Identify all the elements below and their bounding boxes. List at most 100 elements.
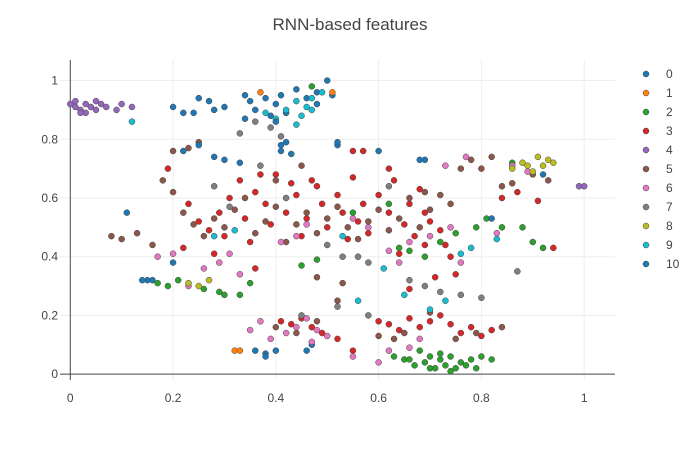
data-point (293, 329, 300, 337)
data-point (416, 185, 423, 193)
data-point (262, 94, 269, 102)
legend-item-6[interactable]: 6 (642, 181, 673, 195)
data-point (421, 188, 429, 196)
legend[interactable]: 0 1 2 3 4 5 6 7 8 9 10 (642, 67, 680, 271)
data-point (267, 112, 274, 120)
legend-item-9[interactable]: 9 (642, 238, 673, 252)
data-point (288, 150, 295, 158)
data-point (580, 182, 588, 190)
legend-item-10[interactable]: 10 (642, 257, 680, 271)
legend-marker (642, 127, 650, 135)
data-point (478, 165, 485, 172)
legend-item-2[interactable]: 2 (642, 105, 673, 119)
data-point (488, 153, 495, 161)
data-point (252, 347, 259, 354)
data-point (519, 224, 526, 231)
data-point (293, 323, 300, 331)
legend-marker (642, 260, 650, 268)
series-1 (231, 89, 336, 354)
data-point (323, 224, 331, 231)
data-point (169, 188, 177, 196)
y-tick-label: 0 (51, 367, 58, 381)
data-point (339, 279, 346, 287)
data-point (488, 326, 495, 334)
legend-label: 0 (666, 67, 673, 81)
legend-item-0[interactable]: 0 (642, 67, 673, 81)
legend-item-3[interactable]: 3 (642, 124, 673, 138)
data-point (262, 109, 269, 117)
data-point (447, 253, 454, 260)
data-point (205, 227, 213, 234)
data-point (406, 285, 413, 293)
data-point (349, 215, 357, 222)
series-2 (154, 83, 547, 375)
data-point (426, 353, 434, 360)
data-point (174, 276, 182, 284)
data-point (303, 221, 310, 228)
data-point (457, 250, 465, 258)
y-tick-label: 0.6 (41, 191, 58, 205)
legend-item-1[interactable]: 1 (642, 86, 673, 100)
data-point (437, 238, 444, 246)
legend-item-4[interactable]: 4 (642, 143, 673, 157)
data-point (365, 229, 372, 237)
data-point (385, 209, 393, 216)
data-point (282, 209, 290, 216)
data-point (416, 156, 423, 164)
legend-item-7[interactable]: 7 (642, 200, 673, 214)
data-point (272, 203, 280, 211)
data-point (385, 165, 393, 172)
data-point (123, 209, 131, 216)
data-point (169, 103, 177, 111)
data-point (421, 282, 429, 290)
data-point (437, 350, 444, 357)
data-point (128, 118, 136, 125)
legend-item-5[interactable]: 5 (642, 162, 673, 176)
legend-label: 6 (666, 181, 673, 195)
data-point (313, 229, 321, 237)
legend-item-8[interactable]: 8 (642, 219, 673, 233)
data-point (92, 97, 100, 105)
data-point (452, 335, 459, 343)
data-point (493, 229, 501, 237)
data-point (282, 138, 290, 146)
data-point (277, 147, 285, 155)
data-point (539, 244, 547, 252)
data-point (498, 182, 506, 190)
data-point (154, 253, 161, 260)
data-point (267, 124, 274, 131)
data-point (411, 362, 418, 369)
data-point (385, 227, 393, 234)
data-point (236, 130, 244, 137)
data-point (293, 232, 300, 240)
data-point (246, 279, 254, 287)
data-point (339, 209, 346, 216)
data-point (252, 106, 259, 114)
data-point (437, 288, 444, 296)
data-point (133, 229, 141, 237)
data-point (529, 238, 537, 246)
chart-title: RNN-based features (273, 15, 428, 34)
data-point (390, 177, 398, 184)
data-point (205, 276, 213, 284)
legend-label: 4 (666, 143, 673, 157)
data-point (210, 106, 218, 114)
data-point (452, 271, 459, 278)
data-point (113, 106, 120, 114)
x-tick-label: 0.4 (267, 391, 284, 405)
data-point (195, 141, 202, 149)
data-point (365, 224, 372, 231)
legend-marker (642, 89, 650, 97)
data-point (262, 200, 269, 208)
data-point (473, 365, 480, 372)
x-tick-label: 0.6 (370, 391, 387, 405)
data-point (349, 147, 357, 155)
data-point (252, 188, 259, 196)
data-point (442, 297, 449, 304)
data-point (447, 200, 454, 208)
data-point (514, 268, 521, 275)
data-point (288, 320, 295, 328)
data-point (426, 232, 434, 240)
data-point (426, 365, 434, 372)
data-point (138, 276, 146, 284)
